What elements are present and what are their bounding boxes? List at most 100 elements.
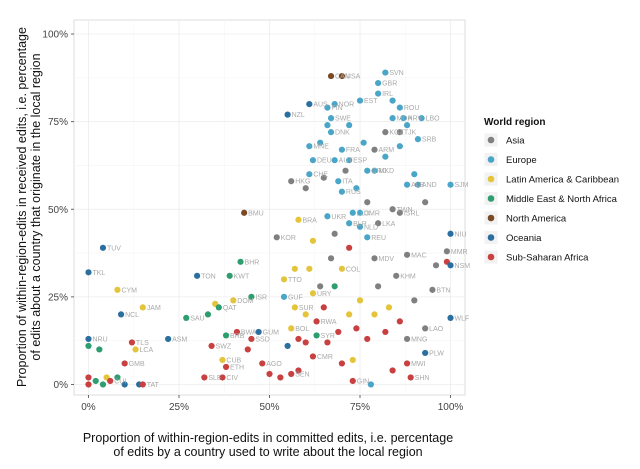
data-point-cmr (309, 353, 317, 360)
point-label: NZL (292, 112, 305, 119)
data-point-aut (331, 157, 338, 164)
x-axis-ticks: 0% 25% 50% 75% 100% (81, 395, 463, 413)
point-label: TWN (397, 207, 413, 214)
point-label: FIN (331, 105, 342, 112)
point-label: KHM (400, 273, 416, 280)
data-point-usa (338, 72, 346, 80)
data-point (371, 311, 378, 318)
data-point-lao (422, 325, 429, 332)
data-point-tls (128, 339, 136, 346)
data-point (411, 171, 418, 178)
data-point (284, 342, 291, 350)
data-point-ncl (117, 311, 125, 318)
point-label: AND (422, 182, 437, 189)
point-label: GBR (382, 81, 397, 88)
data-point-kwt (226, 272, 233, 279)
data-point (349, 356, 356, 364)
y-axis-title-line: Proportion of within-region-edits in rec… (15, 27, 29, 387)
point-label: SAU (190, 315, 204, 322)
data-point (85, 374, 92, 381)
data-point (291, 265, 298, 272)
point-label: RUS (346, 189, 361, 196)
data-point (295, 367, 302, 374)
data-point (309, 237, 317, 244)
data-point (389, 97, 396, 104)
points-layer (85, 69, 454, 388)
data-point-ssd (248, 335, 255, 343)
data-point-isrl (396, 209, 403, 216)
data-point-aus (306, 101, 313, 108)
data-point-cmr (356, 209, 364, 216)
point-label: MMR (451, 249, 468, 256)
data-point-lka (375, 220, 382, 227)
legend-entry-label: Europe (506, 155, 537, 166)
point-label: SUR (299, 305, 314, 312)
data-point-rus (338, 188, 346, 195)
data-point (432, 262, 440, 269)
point-label: ESP (353, 158, 367, 165)
point-label: KGZ (389, 130, 404, 137)
point-label: SSD (255, 336, 269, 343)
data-point (302, 185, 309, 192)
y-axis-title: Proportion of within-region-edits in rec… (15, 27, 43, 387)
point-label: GUM (263, 329, 280, 336)
data-point (320, 304, 327, 311)
data-point-mdv (371, 255, 378, 262)
legend-entry-label: Latin America & Caribbean (506, 175, 619, 186)
data-point-sur (291, 304, 298, 311)
data-point-fin (324, 104, 331, 111)
data-point (353, 185, 360, 192)
point-label: GRC (371, 168, 387, 175)
point-label: NRU (92, 336, 107, 343)
data-point-ago (259, 360, 266, 367)
point-label: SJM (455, 182, 469, 189)
data-point (266, 370, 273, 378)
data-point-hkg (288, 178, 295, 185)
y-tick-label: 100% (42, 30, 68, 41)
data-point-tat (139, 381, 146, 388)
data-point-est (356, 97, 364, 104)
data-point-ton (193, 272, 201, 279)
data-point-mne (306, 143, 313, 150)
data-point (295, 335, 302, 343)
data-point (85, 381, 92, 388)
legend-entry-label: North America (506, 214, 567, 225)
data-point-mkd (371, 167, 378, 174)
point-label: REU (371, 235, 386, 242)
point-label: CUB (226, 357, 241, 364)
data-point (317, 139, 324, 146)
data-point (302, 339, 309, 346)
data-point-wlf (447, 314, 454, 321)
point-label: CUI (114, 378, 126, 385)
data-point (422, 199, 429, 206)
point-label: SWZ (216, 343, 232, 350)
data-point-sen (288, 370, 295, 378)
data-point-gum (255, 328, 262, 336)
legend-swatch (487, 214, 495, 222)
point-label: CIV (226, 375, 238, 382)
point-label: BOL (295, 326, 309, 333)
point-label: RWA (321, 319, 337, 326)
point-label: SVN (389, 70, 403, 77)
point-label: MKD (378, 168, 394, 175)
point-label: QAT (223, 305, 238, 312)
point-label: SHN (415, 375, 430, 382)
point-label: ETH (230, 364, 244, 371)
point-label: USA (346, 74, 361, 81)
legend-swatch (487, 175, 495, 183)
data-point-twn (389, 206, 396, 213)
legend-swatch (487, 253, 495, 261)
data-point-ita (335, 178, 342, 185)
point-label: HKG (295, 179, 310, 186)
point-label: TUV (107, 245, 121, 252)
point-label: EST (364, 98, 378, 105)
point-label: NCL (125, 312, 139, 319)
point-label: JAM (147, 305, 161, 312)
data-point (364, 199, 371, 206)
data-point-tjk (396, 129, 403, 136)
data-point (320, 174, 327, 181)
legend-swatch (487, 156, 495, 163)
data-point (360, 139, 367, 146)
data-point-irl (375, 90, 382, 97)
